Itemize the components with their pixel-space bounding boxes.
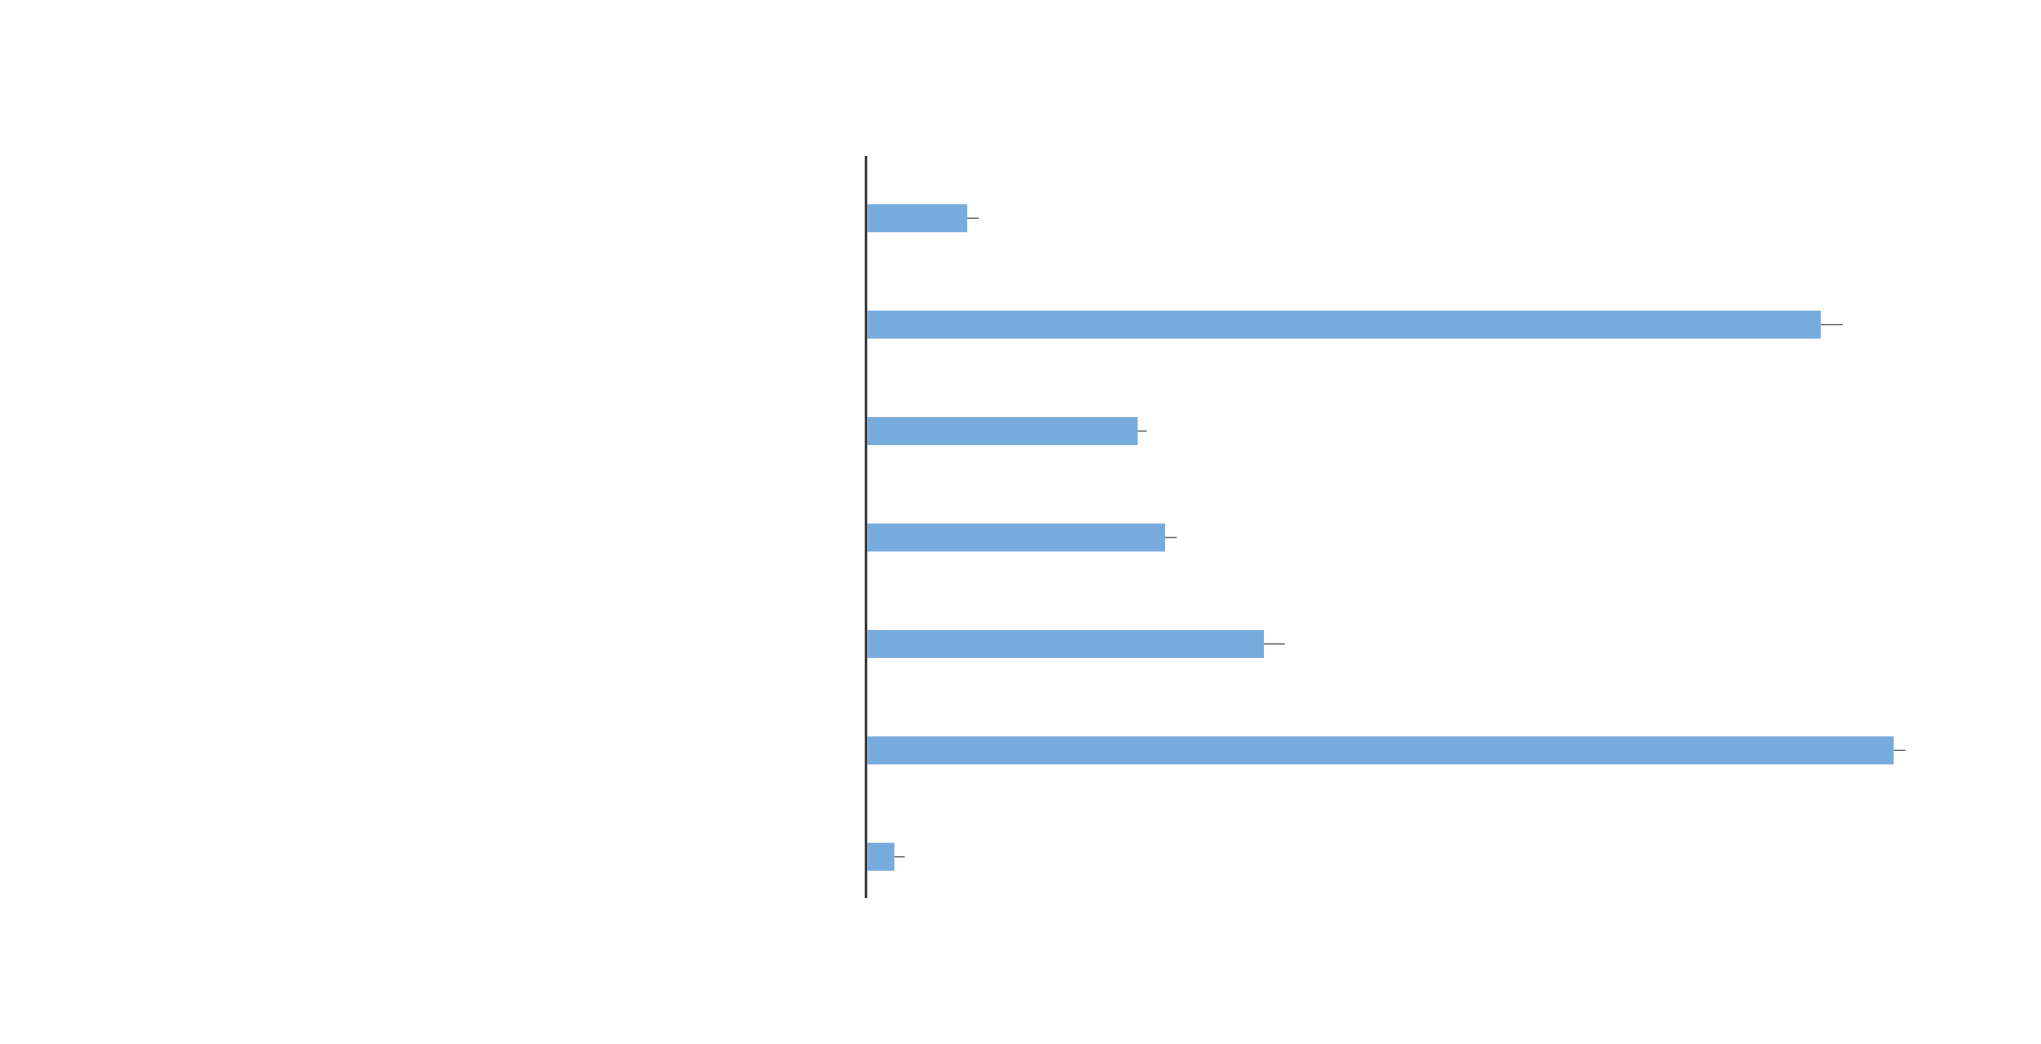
bar [867,842,895,871]
bar [867,204,968,233]
bar [867,629,1264,658]
bar [867,736,1894,765]
bar [867,417,1138,446]
bar [867,523,1165,552]
bar [867,310,1821,339]
